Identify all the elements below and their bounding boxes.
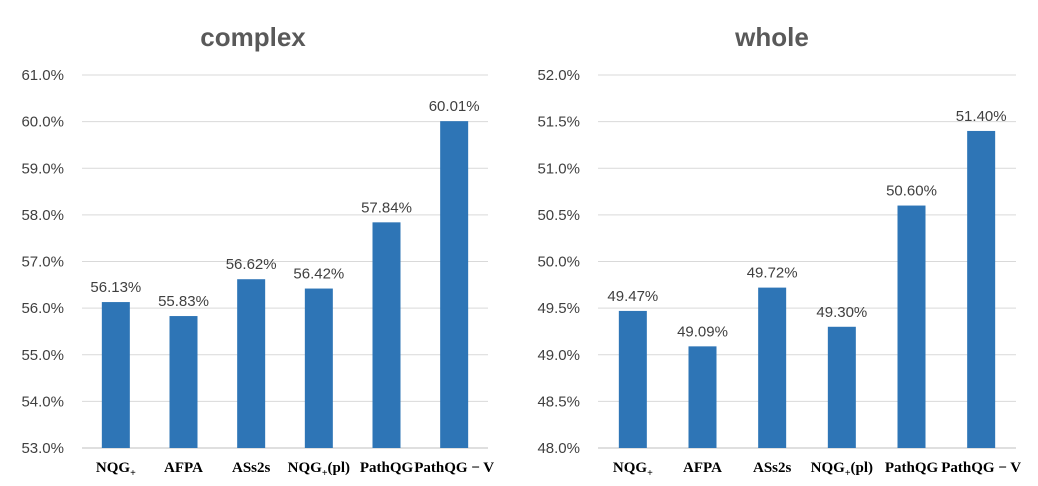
x-tick-base: AFPA	[683, 460, 722, 476]
x-tick-base: NQG	[613, 460, 648, 476]
x-tick-base: PathQG − V	[941, 460, 1021, 476]
whole-x-tick-label: AFPA	[683, 460, 722, 476]
whole-data-label: 51.40%	[956, 108, 1007, 125]
whole-bar	[967, 130, 996, 448]
x-tick-base: PathQG	[885, 460, 939, 476]
whole-bar	[827, 326, 856, 448]
complex-bar	[304, 288, 333, 448]
complex-x-tick-label: AFPA	[164, 460, 203, 476]
complex-x-tick-label: PathQG	[360, 460, 414, 476]
complex-y-tick-label: 57.0%	[21, 254, 64, 271]
whole-y-tick-label: 49.5%	[537, 300, 580, 317]
complex-bar	[169, 316, 198, 448]
x-tick-base: NQG	[811, 460, 846, 476]
complex-x-tick-label: ASs2s	[232, 460, 271, 476]
complex-y-tick-label: 61.0%	[21, 67, 64, 84]
x-tick-subscript: +	[130, 468, 136, 479]
complex-y-tick-label: 56.0%	[21, 300, 64, 317]
complex-chart-title: complex	[200, 22, 306, 52]
whole-x-tick-label: NQG+	[613, 460, 653, 479]
complex-bar	[372, 222, 401, 448]
complex-data-label: 55.83%	[158, 293, 209, 310]
complex-chart: complex 53.0% 54.0% 55.0% 56.0% 57.0% 58.0% 59.…	[21, 22, 494, 479]
complex-y-tick-label: 54.0%	[21, 393, 64, 410]
complex-x-tick-label: PathQG − V	[414, 460, 494, 476]
complex-y-tick-label: 55.0%	[21, 347, 64, 364]
x-tick-subscript: +	[845, 468, 851, 479]
whole-chart-title: whole	[734, 22, 809, 52]
whole-y-tick-label: 50.0%	[537, 254, 580, 271]
x-tick-base: PathQG	[360, 460, 414, 476]
x-tick-suffix: (pl)	[851, 460, 874, 476]
whole-y-tick-label: 51.0%	[537, 160, 580, 177]
whole-y-tick-label: 52.0%	[537, 67, 580, 84]
whole-y-tick-label: 49.0%	[537, 347, 580, 364]
whole-chart: whole 48.0% 48.5% 49.0% 49.5% 50.0% 50.5% 51.0%…	[537, 22, 1021, 479]
whole-data-label: 49.30%	[816, 304, 867, 321]
whole-y-tick-label: 48.0%	[537, 440, 580, 457]
whole-y-tick-label: 48.5%	[537, 393, 580, 410]
complex-data-label: 57.84%	[361, 199, 412, 216]
whole-y-tick-label: 51.5%	[537, 114, 580, 131]
complex-y-tick-label: 58.0%	[21, 207, 64, 224]
x-tick-base: AFPA	[164, 460, 203, 476]
x-tick-base: NQG	[96, 460, 131, 476]
whole-data-label: 49.09%	[677, 323, 728, 340]
complex-data-label: 60.01%	[429, 98, 480, 115]
complex-data-label: 56.13%	[90, 279, 141, 296]
x-tick-suffix: (pl)	[328, 460, 351, 476]
whole-bar	[618, 310, 647, 448]
x-tick-base: PathQG − V	[414, 460, 494, 476]
whole-bar	[688, 346, 717, 448]
whole-bar	[897, 205, 926, 448]
complex-data-label: 56.42%	[293, 266, 344, 283]
whole-y-tick-label: 50.5%	[537, 207, 580, 224]
complex-bar	[101, 302, 130, 448]
complex-bar	[440, 121, 469, 448]
complex-x-tick-label: NQG+(pl)	[288, 460, 350, 479]
x-tick-subscript: +	[322, 468, 328, 479]
complex-bar	[237, 279, 266, 448]
complex-data-label: 56.62%	[226, 256, 277, 273]
complex-y-tick-label: 60.0%	[21, 114, 64, 131]
whole-data-label: 49.72%	[747, 265, 798, 282]
whole-data-label: 49.47%	[607, 288, 658, 305]
whole-x-tick-label: PathQG − V	[941, 460, 1021, 476]
x-tick-base: ASs2s	[232, 460, 271, 476]
x-tick-base: ASs2s	[753, 460, 792, 476]
whole-x-tick-label: PathQG	[885, 460, 939, 476]
complex-y-tick-label: 59.0%	[21, 160, 64, 177]
complex-y-tick-label: 53.0%	[21, 440, 64, 457]
whole-data-label: 50.60%	[886, 183, 937, 200]
x-tick-base: NQG	[288, 460, 323, 476]
complex-x-tick-label: NQG+	[96, 460, 136, 479]
x-tick-subscript: +	[647, 468, 653, 479]
whole-bar	[758, 287, 787, 448]
whole-x-tick-label: NQG+(pl)	[811, 460, 873, 479]
whole-x-tick-label: ASs2s	[753, 460, 792, 476]
